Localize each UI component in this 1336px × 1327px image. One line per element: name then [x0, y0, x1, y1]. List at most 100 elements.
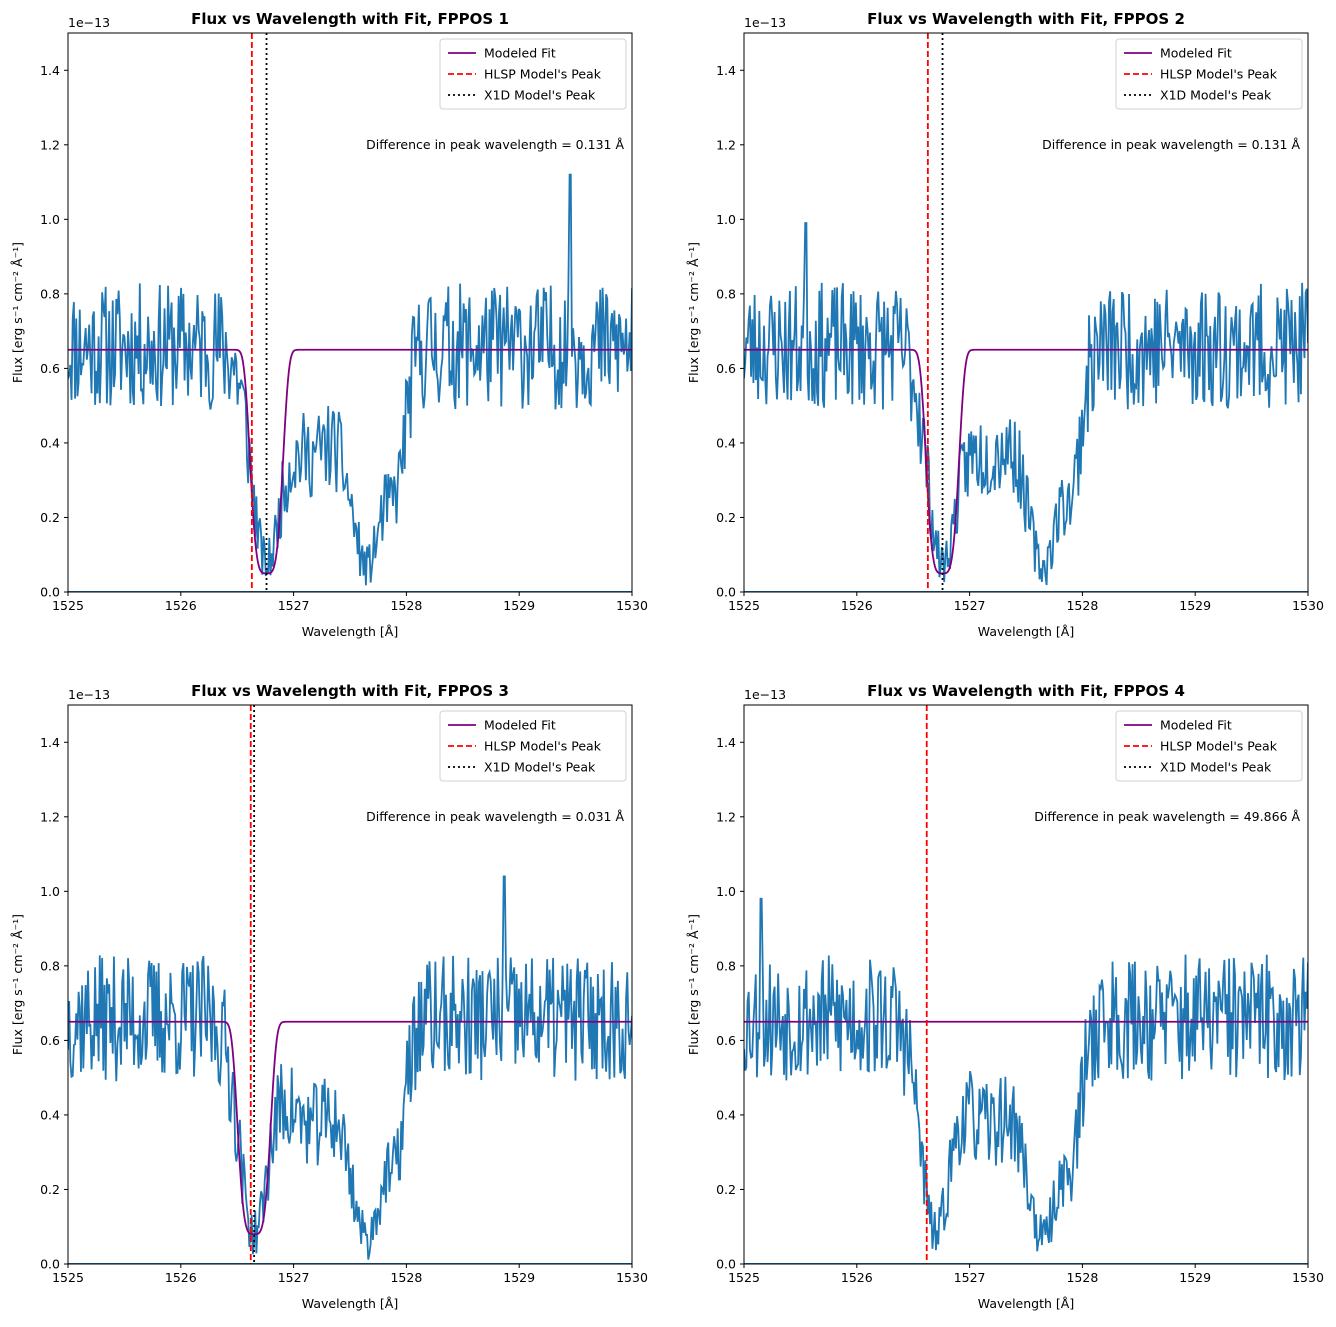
- legend-label: HLSP Model's Peak: [1160, 739, 1278, 754]
- x-tick-label: 1527: [954, 1270, 986, 1285]
- x-tick-label: 1529: [503, 1270, 535, 1285]
- chart-title: Flux vs Wavelength with Fit, FPPOS 2: [867, 10, 1185, 28]
- x-tick-label: 1527: [954, 598, 986, 613]
- legend-box: [1115, 710, 1303, 782]
- y-tick-label: 0.2: [716, 510, 736, 525]
- y-tick-label: 1.2: [40, 809, 60, 824]
- chart-title: Flux vs Wavelength with Fit, FPPOS 3: [191, 682, 509, 700]
- legend-label: Modeled Fit: [1160, 46, 1232, 61]
- x-axis-label: Wavelength [Å]: [302, 1296, 398, 1311]
- legend-box: [439, 710, 627, 782]
- legend-label: HLSP Model's Peak: [1160, 67, 1278, 82]
- x-tick-label: 1528: [390, 598, 422, 613]
- axes-frame: [743, 32, 1309, 593]
- legend-label: X1D Model's Peak: [484, 88, 596, 103]
- plot-area: [744, 33, 1308, 592]
- y-tick-label: 1.2: [716, 809, 736, 824]
- chart-svg-fppos-2: 1525 1526 1527 1528 1529 1530 0.0 0.2 0.4 0.6 0.8 1…: [686, 10, 1324, 639]
- y-tick-label: 0.6: [716, 1033, 736, 1048]
- x-tick-label: 1525: [728, 598, 760, 613]
- legend-label: Modeled Fit: [484, 718, 556, 733]
- chart-panel-fppos-4: 1525 1526 1527 1528 1529 1530 0.0 0.2 0.4 0.6 0.8 1…: [676, 672, 1336, 1327]
- legend-label: Modeled Fit: [484, 46, 556, 61]
- y-tick-label: 0.0: [716, 585, 736, 600]
- chart-title: Flux vs Wavelength with Fit, FPPOS 4: [867, 682, 1185, 700]
- chart-svg-fppos-4: 1525 1526 1527 1528 1529 1530 0.0 0.2 0.4 0.6 0.8 1…: [686, 682, 1324, 1311]
- y-tick-label: 1.0: [716, 212, 736, 227]
- y-tick-label: 0.2: [40, 1182, 60, 1197]
- y-axis-label: Flux [erg s⁻¹ cm⁻² Å⁻¹]: [10, 914, 25, 1055]
- x-tick-label: 1530: [616, 1270, 648, 1285]
- legend-label: X1D Model's Peak: [484, 760, 596, 775]
- x-tick-label: 1525: [52, 598, 84, 613]
- y-tick-label: 1.0: [716, 884, 736, 899]
- chart-panel-fppos-2: 1525 1526 1527 1528 1529 1530 0.0 0.2 0.4 0.6 0.8 1…: [676, 0, 1336, 665]
- y-tick-label: 0.8: [716, 286, 736, 301]
- legend-label: Modeled Fit: [1160, 718, 1232, 733]
- y-tick-label: 0.8: [40, 958, 60, 973]
- chart-svg-fppos-1: 1525 1526 1527 1528 1529 1530 0.0 0.2 0.4 0.6 0.8 1…: [10, 10, 648, 639]
- x-tick-label: 1527: [278, 598, 310, 613]
- y-tick-label: 1.0: [40, 884, 60, 899]
- x-tick-label: 1528: [1066, 1270, 1098, 1285]
- chart-svg-fppos-3: 1525 1526 1527 1528 1529 1530 0.0 0.2 0.4 0.6 0.8 1…: [10, 682, 648, 1311]
- modeled-fit-line: [68, 348, 632, 575]
- peak-difference-annotation: Difference in peak wavelength = 0.131 Å: [1042, 137, 1300, 152]
- chart-panel-fppos-1: 1525 1526 1527 1528 1529 1530 0.0 0.2 0.4 0.6 0.8 1…: [0, 0, 668, 665]
- y-tick-label: 0.4: [40, 435, 60, 450]
- y-tick-label: 1.2: [716, 137, 736, 152]
- x-tick-label: 1525: [52, 1270, 84, 1285]
- data-series-line: [744, 222, 1308, 586]
- axes-frame: [743, 704, 1309, 1265]
- y-tick-label: 0.4: [716, 1107, 736, 1122]
- y-tick-label: 0.6: [40, 361, 60, 376]
- x-tick-label: 1527: [278, 1270, 310, 1285]
- y-tick-label: 0.2: [40, 510, 60, 525]
- x-tick-label: 1530: [1292, 598, 1324, 613]
- x-tick-label: 1525: [728, 1270, 760, 1285]
- y-tick-label: 0.2: [716, 1182, 736, 1197]
- y-tick-label: 1.0: [40, 212, 60, 227]
- peak-difference-annotation: Difference in peak wavelength = 0.131 Å: [366, 137, 624, 152]
- axes-frame: [67, 704, 633, 1265]
- y-offset-text: 1e−13: [68, 687, 110, 702]
- y-tick-label: 0.0: [40, 585, 60, 600]
- legend-label: HLSP Model's Peak: [484, 67, 602, 82]
- y-tick-label: 1.2: [40, 137, 60, 152]
- legend-box: [439, 38, 627, 110]
- peak-difference-annotation: Difference in peak wavelength = 49.866 Å: [1034, 809, 1300, 824]
- y-axis-label: Flux [erg s⁻¹ cm⁻² Å⁻¹]: [10, 242, 25, 383]
- y-tick-label: 0.6: [716, 361, 736, 376]
- x-axis-label: Wavelength [Å]: [978, 1296, 1074, 1311]
- plot-area: [68, 705, 632, 1264]
- x-tick-label: 1530: [1292, 1270, 1324, 1285]
- plot-area: [744, 705, 1308, 1264]
- x-tick-label: 1529: [1179, 1270, 1211, 1285]
- modeled-fit-line: [68, 1020, 632, 1236]
- x-axis-label: Wavelength [Å]: [302, 624, 398, 639]
- peak-difference-annotation: Difference in peak wavelength = 0.031 Å: [366, 809, 624, 824]
- y-tick-label: 0.4: [716, 435, 736, 450]
- y-axis-label: Flux [erg s⁻¹ cm⁻² Å⁻¹]: [686, 242, 701, 383]
- y-tick-label: 1.4: [716, 63, 736, 78]
- x-axis-label: Wavelength [Å]: [978, 624, 1074, 639]
- legend-box: [1115, 38, 1303, 110]
- legend-label: HLSP Model's Peak: [484, 739, 602, 754]
- y-axis-label: Flux [erg s⁻¹ cm⁻² Å⁻¹]: [686, 914, 701, 1055]
- y-tick-label: 1.4: [40, 735, 60, 750]
- data-series-line: [68, 875, 632, 1260]
- x-tick-label: 1526: [165, 598, 197, 613]
- legend-label: X1D Model's Peak: [1160, 760, 1272, 775]
- x-tick-label: 1529: [1179, 598, 1211, 613]
- y-tick-label: 0.8: [716, 958, 736, 973]
- modeled-fit-line: [744, 348, 1308, 575]
- y-offset-text: 1e−13: [744, 15, 786, 30]
- x-tick-label: 1530: [616, 598, 648, 613]
- y-offset-text: 1e−13: [68, 15, 110, 30]
- y-tick-label: 0.0: [716, 1257, 736, 1272]
- chart-panel-fppos-3: 1525 1526 1527 1528 1529 1530 0.0 0.2 0.4 0.6 0.8 1…: [0, 672, 668, 1327]
- y-tick-label: 1.4: [40, 63, 60, 78]
- x-tick-label: 1529: [503, 598, 535, 613]
- y-offset-text: 1e−13: [744, 687, 786, 702]
- x-tick-label: 1526: [841, 1270, 873, 1285]
